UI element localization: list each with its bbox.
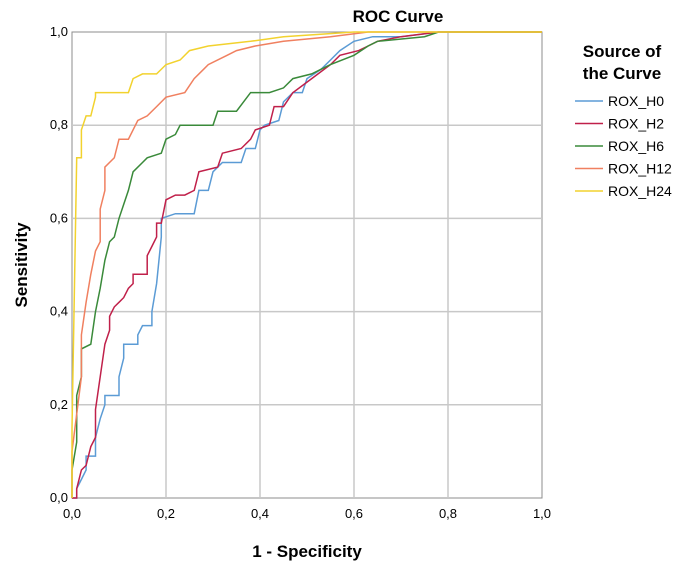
- x-tick-label: 0,2: [157, 506, 175, 521]
- y-tick-labels: 0,0 0,2 0,4 0,6 0,8 1,0: [50, 24, 68, 505]
- legend-title-line1: Source of: [583, 42, 662, 61]
- x-tick-label: 1,0: [533, 506, 551, 521]
- roc-line-rox-h12: [71, 31, 542, 498]
- roc-line-rox-h0: [72, 31, 542, 499]
- x-tick-labels: 0,0 0,2 0,4 0,6 0,8 1,0: [63, 506, 551, 521]
- x-tick-label: 0,4: [251, 506, 269, 521]
- legend-title-line2: the Curve: [583, 64, 661, 83]
- y-tick-label: 0,2: [50, 397, 68, 412]
- y-tick-label: 0,8: [50, 117, 68, 132]
- chart-title: ROC Curve: [353, 7, 444, 26]
- legend-label: ROX_H2: [608, 116, 664, 132]
- series-layer: [71, 31, 542, 499]
- y-tick-label: 1,0: [50, 24, 68, 39]
- x-axis-label: 1 - Specificity: [252, 542, 362, 561]
- legend: Source of the Curve ROX_H0ROX_H2ROX_H6RO…: [575, 42, 672, 199]
- legend-label: ROX_H6: [608, 138, 664, 154]
- y-tick-label: 0,0: [50, 490, 68, 505]
- legend-label: ROX_H24: [608, 183, 672, 199]
- plot-area-frame: [71, 31, 543, 499]
- legend-label: ROX_H12: [608, 161, 672, 177]
- y-tick-label: 0,6: [50, 210, 68, 225]
- x-tick-label: 0,0: [63, 506, 81, 521]
- x-tick-label: 0,8: [439, 506, 457, 521]
- y-axis-label: Sensitivity: [12, 222, 31, 308]
- legend-label: ROX_H0: [608, 93, 664, 109]
- roc-line-rox-h6: [71, 31, 542, 498]
- legend-items: ROX_H0 ROX_H2 ROX_H6 ROX_H12 ROX_H24: [575, 93, 672, 199]
- y-tick-label: 0,4: [50, 304, 68, 319]
- roc-line-rox-h24: [71, 31, 542, 498]
- x-tick-label: 0,6: [345, 506, 363, 521]
- grid-layer: [72, 32, 542, 498]
- roc-line-rox-h2: [72, 31, 542, 499]
